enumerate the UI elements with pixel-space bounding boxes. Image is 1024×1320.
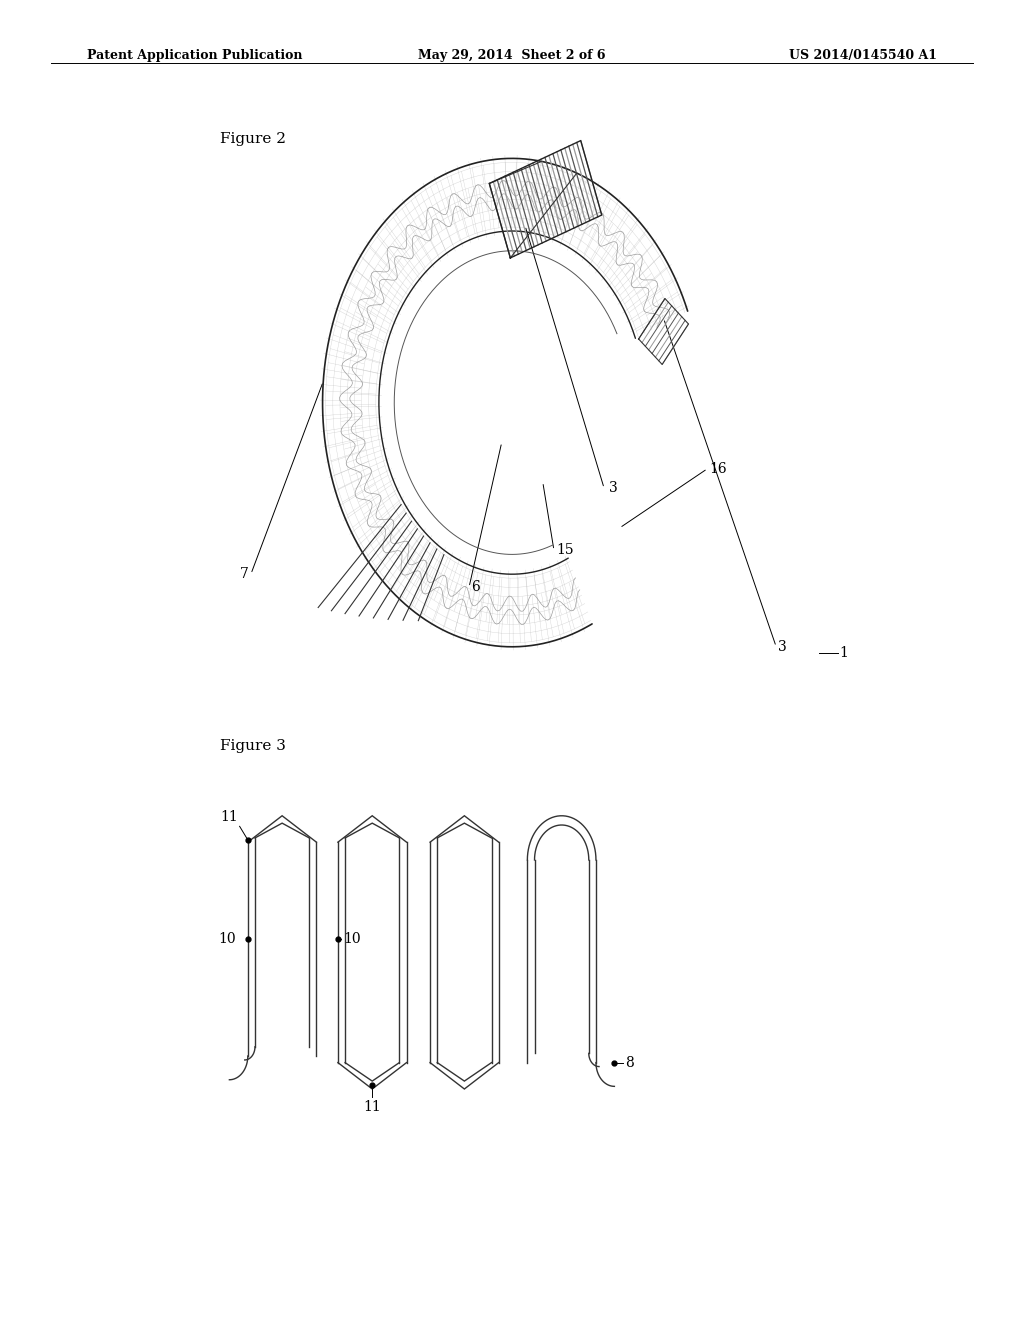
Text: 16: 16 [710,462,727,475]
Text: 6: 6 [471,581,480,594]
Text: 10: 10 [343,932,360,946]
Text: 11: 11 [220,809,238,824]
Text: Figure 3: Figure 3 [220,739,286,754]
Text: Figure 2: Figure 2 [220,132,286,147]
Text: 15: 15 [556,544,573,557]
Text: 1: 1 [840,647,849,660]
Text: 10: 10 [218,932,236,946]
Text: US 2014/0145540 A1: US 2014/0145540 A1 [788,49,937,62]
Text: May 29, 2014  Sheet 2 of 6: May 29, 2014 Sheet 2 of 6 [418,49,606,62]
Text: 11: 11 [364,1100,381,1114]
Text: 8: 8 [625,1056,634,1069]
Text: 7: 7 [240,568,249,581]
Text: 3: 3 [609,482,618,495]
Text: 3: 3 [778,640,787,653]
Text: Patent Application Publication: Patent Application Publication [87,49,302,62]
